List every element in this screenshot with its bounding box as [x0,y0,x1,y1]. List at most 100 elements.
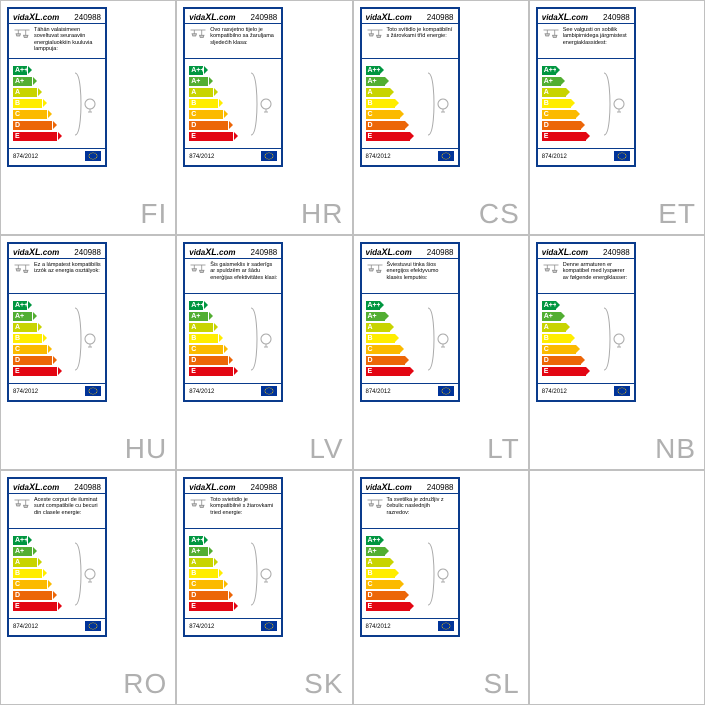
energy-arrow-E: E [13,132,57,141]
brand-text: vidaXL.com [13,482,59,492]
energy-arrow-Aplus: A+ [366,77,385,86]
language-code: NB [655,433,696,465]
energy-arrow-B: B [13,334,42,343]
energy-arrow-E: E [542,367,586,376]
lamp-icon [189,27,207,45]
bracket-bulb-icon [425,306,451,372]
product-icon [189,262,207,280]
energy-bars: A++ A+ A B C D E [9,294,105,383]
eu-flag-icon [85,386,101,396]
energy-arrow-A: A [13,88,37,97]
energy-arrow-C: C [189,580,223,589]
energy-arrow-Aplusplus: A++ [189,536,203,545]
energy-arrow-A: A [366,88,390,97]
description-text: Aceste corpuri de iluminat sunt compatib… [34,497,101,516]
bracket-bulb-icon [72,541,98,607]
bracket-bulb [247,302,275,375]
product-icon [189,497,207,515]
energy-bars: A++ A+ A B C D E [362,529,458,618]
energy-arrow-E: E [189,132,233,141]
label-footer: 874/2012 [538,383,634,400]
bracket-bulb-icon [425,541,451,607]
product-number: 240988 [251,13,278,22]
bracket-bulb [71,537,99,610]
bracket-bulb [600,302,628,375]
energy-arrow-B: B [366,99,395,108]
energy-arrow-E: E [542,132,586,141]
energy-arrow-E: E [189,367,233,376]
product-number: 240988 [251,483,278,492]
energy-arrow-Aplusplus: A++ [13,66,27,75]
grid-cell: vidaXL.com 240988 Toto svietidlo je komp… [176,470,352,705]
bracket-bulb [247,67,275,140]
product-icon [366,262,384,280]
lamp-icon [366,27,384,45]
energy-arrow-C: C [13,110,47,119]
eu-flag-icon [438,151,454,161]
description-text: Denne armaturen er kompatibel med lyspær… [563,262,630,281]
description-text: Ovo rasvjetno tijelo je kompatibilno sa … [210,27,277,46]
eu-flag [438,386,454,398]
label-description-row: Toto svítidlo je kompatibilní s žárovkam… [362,23,458,59]
eu-flag [614,386,630,398]
energy-label-card: vidaXL.com 240988 Toto svítidlo je kompa… [360,7,460,167]
energy-arrow-Aplusplus: A++ [542,66,556,75]
lamp-icon [13,27,31,45]
energy-label-card: vidaXL.com 240988 Šis gaismeklis ir sade… [183,242,283,402]
bracket-bulb-icon [601,306,627,372]
eu-flag-icon [85,621,101,631]
description-text: Šviestuvui tinka šios energijos efektyvu… [387,262,454,281]
language-code: RO [123,668,167,700]
brand-text: vidaXL.com [366,247,412,257]
energy-arrow-E: E [366,367,410,376]
bracket-bulb [424,67,452,140]
label-description-row: Ta svetilka je združljiv z čebulic nasle… [362,493,458,529]
energy-arrow-Aplusplus: A++ [13,536,27,545]
product-icon [13,27,31,45]
grid-cell [529,470,705,705]
energy-label-card: vidaXL.com 240988 Ta svetilka je združlj… [360,477,460,637]
lamp-icon [542,262,560,280]
energy-arrow-D: D [542,121,581,130]
eu-flag [261,386,277,398]
bracket-bulb-icon [601,71,627,137]
energy-arrow-D: D [366,121,405,130]
energy-arrow-E: E [366,132,410,141]
energy-arrow-D: D [366,356,405,365]
energy-arrow-A: A [542,88,566,97]
energy-arrow-A: A [189,558,213,567]
brand-text: vidaXL.com [366,12,412,22]
bracket-bulb [71,67,99,140]
label-footer: 874/2012 [9,383,105,400]
bracket-bulb-icon [248,71,274,137]
eu-flag [438,621,454,633]
grid-cell: vidaXL.com 240988 See valgusti on sobili… [529,0,705,235]
energy-label-card: vidaXL.com 240988 Ez a lámpatest kompati… [7,242,107,402]
description-text: Tähän valaisimeen soveltuvat seuraaviin … [34,27,101,52]
product-icon [366,27,384,45]
energy-label-card: vidaXL.com 240988 Šviestuvui tinka šios … [360,242,460,402]
energy-arrow-Aplus: A+ [542,77,561,86]
lamp-icon [13,262,31,280]
eu-flag-icon [438,386,454,396]
energy-arrow-A: A [13,323,37,332]
energy-arrow-C: C [189,345,223,354]
energy-arrow-D: D [13,121,52,130]
energy-arrow-C: C [366,110,400,119]
energy-arrow-B: B [542,99,571,108]
energy-arrow-C: C [542,345,576,354]
label-footer: 874/2012 [185,618,281,635]
product-number: 240988 [74,13,101,22]
energy-arrow-D: D [13,591,52,600]
energy-arrow-B: B [189,569,218,578]
eu-flag-icon [614,386,630,396]
bracket-bulb [424,302,452,375]
grid-cell: vidaXL.com 240988 Šis gaismeklis ir sade… [176,235,352,470]
energy-arrow-C: C [366,345,400,354]
language-code: ET [658,198,696,230]
product-icon [542,262,560,280]
product-icon [13,262,31,280]
language-code: CS [479,198,520,230]
product-number: 240988 [74,248,101,257]
eu-flag [85,621,101,633]
